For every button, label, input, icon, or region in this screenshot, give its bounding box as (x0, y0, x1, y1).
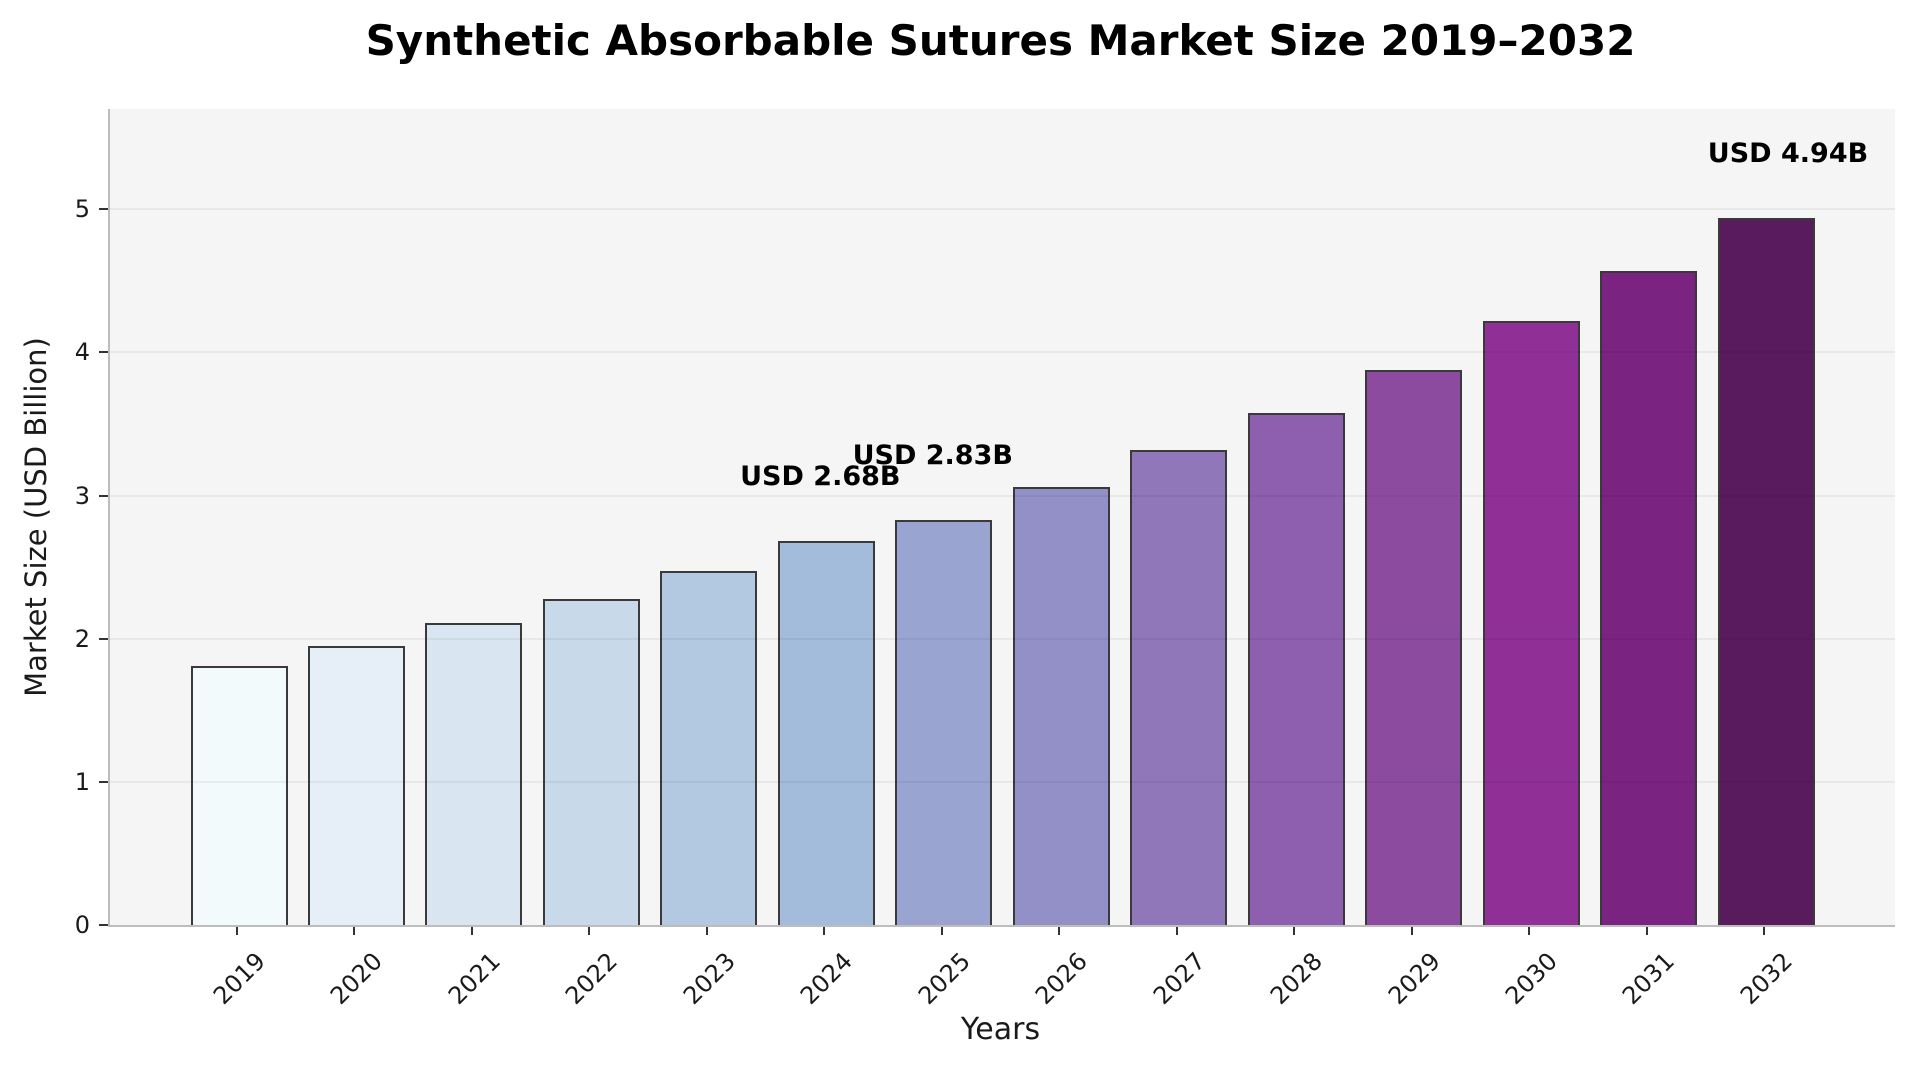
annotation-2024: USD 2.68B (740, 461, 901, 493)
ytick-mark-1 (99, 780, 108, 783)
xtick-mark-2026 (1058, 927, 1061, 935)
ytick-label-5: 5 (74, 195, 90, 224)
bar-2032 (1717, 217, 1815, 925)
bar-2022 (542, 598, 640, 925)
bar-2030 (1482, 320, 1580, 925)
y-axis-label: Market Size (USD Billion) (19, 337, 53, 697)
xtick-mark-2021 (470, 927, 473, 935)
xtick-label-2030: 2030 (1499, 947, 1563, 1010)
xtick-mark-2028 (1293, 927, 1296, 935)
xtick-label-2031: 2031 (1617, 947, 1681, 1010)
xtick-label-2024: 2024 (795, 947, 859, 1010)
xtick-mark-2032 (1763, 927, 1765, 935)
xtick-label-2019: 2019 (207, 947, 271, 1010)
xtick-mark-2024 (823, 927, 826, 935)
bar-2021 (425, 622, 523, 925)
xtick-label-2022: 2022 (560, 947, 624, 1010)
ytick-label-4: 4 (74, 338, 90, 367)
ytick-mark-5 (99, 208, 108, 211)
ytick-label-1: 1 (74, 767, 90, 796)
bar-2019 (190, 665, 288, 925)
xtick-mark-2022 (588, 927, 591, 935)
bar-2024 (777, 541, 875, 925)
xtick-label-2023: 2023 (677, 947, 741, 1010)
ytick-label-2: 2 (74, 624, 90, 653)
ytick-mark-0 (99, 924, 108, 926)
annotation-2025: USD 2.83B (852, 439, 1013, 471)
bar-2031 (1600, 270, 1698, 925)
bar-2025 (895, 519, 993, 925)
xtick-label-2020: 2020 (325, 947, 389, 1010)
ytick-label-3: 3 (74, 481, 90, 510)
bar-2020 (307, 645, 405, 925)
ytick-mark-4 (99, 351, 108, 354)
xtick-mark-2025 (940, 927, 943, 935)
x-axis-label: Years (960, 1012, 1041, 1047)
bar-2027 (1130, 449, 1228, 925)
xtick-mark-2019 (236, 927, 238, 935)
gridline-y5 (110, 208, 1895, 211)
xtick-label-2025: 2025 (912, 947, 976, 1010)
xtick-label-2032: 2032 (1734, 947, 1798, 1010)
xtick-label-2029: 2029 (1382, 947, 1446, 1010)
ytick-mark-2 (99, 637, 108, 640)
xtick-mark-2023 (705, 927, 708, 935)
bar-2026 (1012, 486, 1110, 925)
chart-title: Synthetic Absorbable Sutures Market Size… (365, 16, 1636, 65)
bar-2023 (660, 571, 758, 925)
xtick-mark-2029 (1410, 927, 1413, 935)
xtick-mark-2030 (1528, 927, 1531, 935)
xtick-mark-2027 (1175, 927, 1178, 935)
xtick-mark-2020 (353, 927, 356, 935)
xtick-label-2021: 2021 (442, 947, 506, 1010)
ytick-mark-3 (99, 494, 108, 497)
xtick-label-2028: 2028 (1264, 947, 1328, 1010)
annotation-2032: USD 4.94B (1707, 137, 1869, 169)
ytick-label-0: 0 (74, 911, 90, 939)
bar-2028 (1247, 412, 1345, 925)
xtick-label-2027: 2027 (1147, 947, 1211, 1010)
xtick-label-2026: 2026 (1030, 947, 1094, 1010)
xtick-mark-2031 (1645, 927, 1648, 935)
bar-2029 (1365, 369, 1463, 925)
plot-area (108, 109, 1895, 927)
